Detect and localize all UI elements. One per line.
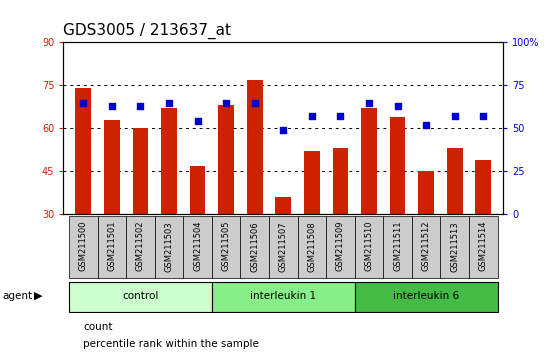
Point [393,103,402,109]
Text: GSM211509: GSM211509 [336,221,345,272]
Point [222,100,230,105]
Point [336,114,345,119]
Point [107,103,116,109]
Text: GSM211514: GSM211514 [478,221,488,272]
Text: GSM211508: GSM211508 [307,221,316,272]
Text: GSM211507: GSM211507 [279,221,288,272]
FancyBboxPatch shape [97,216,126,278]
Text: GSM211506: GSM211506 [250,221,259,272]
FancyBboxPatch shape [155,216,183,278]
Bar [475,160,491,300]
FancyBboxPatch shape [269,216,298,278]
Point [193,119,202,124]
FancyBboxPatch shape [441,216,469,278]
Text: ▶: ▶ [34,291,42,301]
Point [479,114,488,119]
Point [164,100,173,105]
Bar [390,117,405,300]
Text: GSM211501: GSM211501 [107,221,116,272]
Text: control: control [122,291,158,301]
Text: GDS3005 / 213637_at: GDS3005 / 213637_at [63,23,231,39]
Point [79,100,87,105]
FancyBboxPatch shape [412,216,441,278]
Text: GSM211512: GSM211512 [422,221,431,272]
Bar [104,120,120,300]
Text: percentile rank within the sample: percentile rank within the sample [83,339,259,349]
Bar [133,128,148,300]
FancyBboxPatch shape [212,216,240,278]
FancyBboxPatch shape [240,216,269,278]
FancyBboxPatch shape [326,216,355,278]
Point [450,114,459,119]
FancyBboxPatch shape [383,216,412,278]
Bar [161,108,177,300]
Bar [418,171,434,300]
Bar [247,80,262,300]
FancyBboxPatch shape [69,282,212,312]
Point [422,122,431,128]
FancyBboxPatch shape [126,216,155,278]
Point [365,100,373,105]
Point [279,127,288,133]
Text: interleukin 6: interleukin 6 [393,291,459,301]
Bar [361,108,377,300]
Bar [190,166,205,300]
Bar [333,148,348,300]
FancyBboxPatch shape [355,282,498,312]
FancyBboxPatch shape [298,216,326,278]
Bar [447,148,463,300]
Point [136,103,145,109]
FancyBboxPatch shape [212,282,355,312]
FancyBboxPatch shape [355,216,383,278]
Point [250,100,259,105]
FancyBboxPatch shape [69,216,97,278]
Bar [218,105,234,300]
Text: GSM211504: GSM211504 [193,221,202,272]
FancyBboxPatch shape [183,216,212,278]
Text: interleukin 1: interleukin 1 [250,291,316,301]
Text: GSM211500: GSM211500 [79,221,88,272]
Bar [276,197,291,300]
FancyBboxPatch shape [469,216,498,278]
Text: count: count [83,322,113,332]
Bar [75,88,91,300]
Text: GSM211510: GSM211510 [365,221,373,272]
Text: GSM211511: GSM211511 [393,221,402,272]
Text: GSM211505: GSM211505 [222,221,230,272]
Text: GSM211502: GSM211502 [136,221,145,272]
Text: GSM211503: GSM211503 [164,221,173,272]
Text: GSM211513: GSM211513 [450,221,459,272]
Point [307,114,316,119]
Text: agent: agent [3,291,33,301]
Bar [304,151,320,300]
